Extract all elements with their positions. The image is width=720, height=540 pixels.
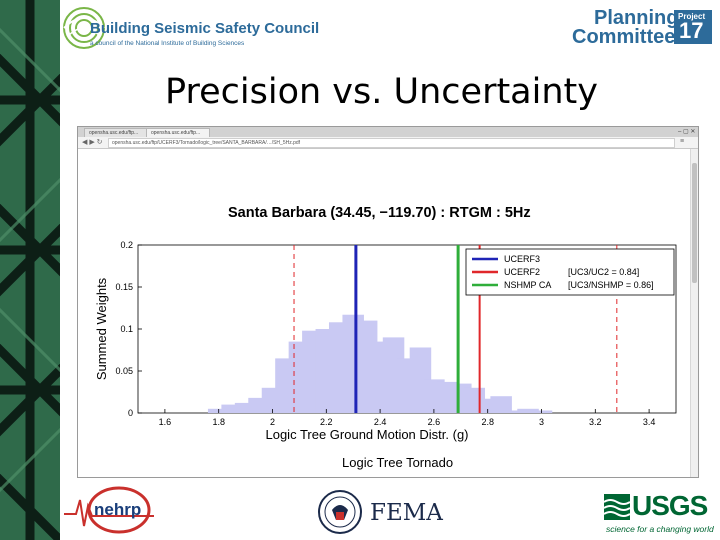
y-tick-label: 0 bbox=[128, 408, 133, 418]
usgs-tagline: science for a changing world bbox=[606, 524, 714, 534]
planning-committee-logo: Planning Committee Project 17 bbox=[572, 6, 717, 48]
reference-lines-group bbox=[293, 245, 618, 413]
x-axis-label: Logic Tree Ground Motion Distr. (g) bbox=[265, 427, 468, 442]
x-tick-label: 2.8 bbox=[481, 417, 494, 427]
scrollbar-thumb[interactable] bbox=[692, 163, 697, 283]
nav-buttons[interactable]: ◀ ▶ ↻ bbox=[82, 139, 103, 146]
histogram-bar bbox=[503, 410, 526, 413]
usgs-wave-icon bbox=[604, 494, 630, 520]
legend-label: UCERF2 bbox=[504, 267, 540, 277]
bssc-swirl-icon bbox=[63, 7, 105, 49]
x-ticks-group: 1.6 1.8 2 2.2 2.4 2.6 2.8 3 3.2 3.4 bbox=[159, 409, 656, 427]
bssc-logo: Building Seismic Safety Council a counci… bbox=[62, 4, 319, 56]
project-badge-number: 17 bbox=[679, 18, 704, 43]
project-badge-label: Project bbox=[678, 12, 706, 21]
y-tick-label: 0.05 bbox=[115, 366, 133, 376]
x-tick-label: 1.6 bbox=[159, 417, 172, 427]
pc-line-committee: Committee bbox=[572, 26, 676, 48]
x-tick-label: 2.6 bbox=[428, 417, 441, 427]
address-url: opensha.usc.edu/ftp/UCERF3/Tornado/logic… bbox=[112, 140, 301, 146]
legend-box bbox=[465, 248, 675, 296]
histogram-bar bbox=[490, 396, 512, 413]
browser-tab-active[interactable]: opensha.usc.edu/ftp... bbox=[146, 128, 210, 137]
y-tick-label: 0.1 bbox=[120, 324, 133, 334]
browser-tab-bar: opensha.usc.edu/ftp... opensha.usc.edu/f… bbox=[78, 127, 698, 137]
menu-icon[interactable]: ≡ bbox=[680, 138, 685, 145]
histogram-bar bbox=[234, 402, 257, 413]
lattice-pattern-graphic bbox=[0, 0, 60, 540]
histogram-chart: 1.6 1.8 2 2.2 2.4 2.6 2.8 3 3.2 3.4 00.050.10.150… bbox=[94, 240, 677, 442]
slide-title: Precision vs. Uncertainty bbox=[165, 72, 598, 112]
y-ticks-group: 0 0.05 0.1 0.15 0.2 bbox=[115, 240, 142, 418]
legend-label: UCERF3 bbox=[504, 254, 540, 264]
browser-window: opensha.usc.edu/ftp... opensha.usc.edu/f… bbox=[77, 126, 699, 478]
x-tick-label: 3.2 bbox=[589, 417, 602, 427]
x-tick-label: 3 bbox=[539, 417, 544, 427]
scrollbar[interactable] bbox=[690, 149, 698, 477]
browser-toolbar: ◀ ▶ ↻ opensha.usc.edu/ftp/UCERF3/Tornado… bbox=[78, 137, 698, 149]
usgs-wordmark: USGS bbox=[632, 490, 708, 521]
legend-note: [UC3/UC2 = 0.84] bbox=[568, 267, 639, 277]
project-badge: Project 17 bbox=[674, 10, 712, 44]
x-tick-label: 2 bbox=[270, 417, 275, 427]
y-tick-label: 0.15 bbox=[115, 282, 133, 292]
y-axis-label: Summed Weights bbox=[94, 277, 109, 380]
pc-line-planning: Planning bbox=[594, 7, 679, 29]
nehrp-wordmark: nehrp bbox=[94, 500, 142, 519]
nehrp-seismograph-icon bbox=[64, 486, 154, 534]
decorative-side-strip bbox=[0, 0, 60, 540]
browser-tab[interactable]: opensha.usc.edu/ftp... bbox=[84, 128, 148, 137]
x-tick-label: 2.4 bbox=[374, 417, 387, 427]
usgs-logo: USGS science for a changing world bbox=[602, 490, 720, 538]
legend-label: NSHMP CA bbox=[504, 280, 551, 290]
x-tick-label: 2.2 bbox=[320, 417, 333, 427]
bssc-subtitle: a council of the National Institute of B… bbox=[90, 40, 245, 47]
bars-group bbox=[207, 314, 553, 413]
chart-footer-text: Logic Tree Tornado bbox=[342, 455, 454, 470]
bssc-name: Building Seismic Safety Council bbox=[90, 20, 320, 37]
y-tick-label: 0.2 bbox=[120, 240, 133, 250]
x-tick-label: 3.4 bbox=[643, 417, 656, 427]
window-controls[interactable]: – ▢ ✕ bbox=[678, 129, 696, 135]
chart-title: Santa Barbara (34.45, −119.70) : RTGM : … bbox=[228, 205, 531, 221]
x-tick-label: 1.8 bbox=[212, 417, 225, 427]
histogram-bar bbox=[221, 404, 243, 413]
address-bar[interactable]: opensha.usc.edu/ftp/UCERF3/Tornado/logic… bbox=[108, 138, 675, 148]
dhs-seal-icon bbox=[318, 490, 362, 534]
legend-note: [UC3/NSHMP = 0.86] bbox=[568, 280, 654, 290]
fema-logo: FEMA bbox=[318, 490, 458, 536]
histogram-bar bbox=[517, 408, 539, 413]
legend: UCERF3 UCERF2 [UC3/UC2 = 0.84] NSHMP CA [UC3… bbox=[465, 248, 675, 296]
nehrp-logo: nehrp bbox=[64, 484, 184, 534]
fema-wordmark: FEMA bbox=[370, 500, 443, 526]
